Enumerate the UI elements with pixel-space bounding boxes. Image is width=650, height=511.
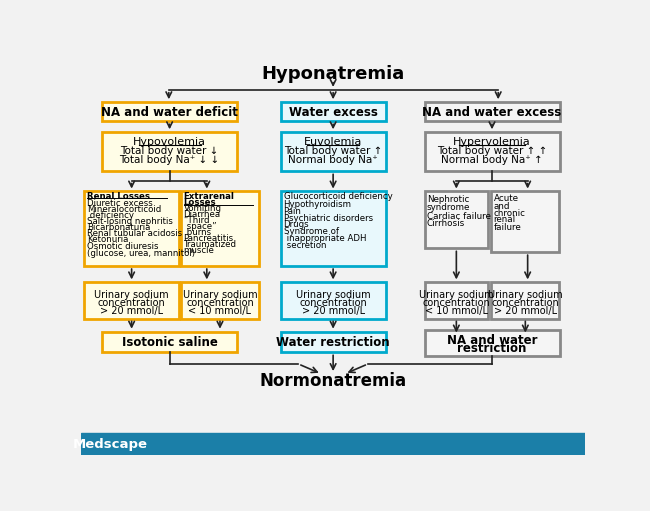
Text: Total body water ↓: Total body water ↓ (120, 147, 219, 156)
Text: Pain: Pain (283, 207, 302, 216)
FancyBboxPatch shape (491, 282, 560, 318)
Text: Total body Na⁺ ↓ ↓: Total body Na⁺ ↓ ↓ (120, 155, 220, 165)
FancyBboxPatch shape (281, 282, 386, 318)
Text: < 10 mmol/L: < 10 mmol/L (425, 306, 488, 316)
Text: Traumatized: Traumatized (183, 240, 237, 249)
Text: Normal body Na⁺ ↑: Normal body Na⁺ ↑ (441, 155, 543, 165)
Text: syndrome: syndrome (427, 203, 471, 212)
Text: Total body water ↑ ↑: Total body water ↑ ↑ (437, 147, 547, 156)
Text: deficiency: deficiency (86, 211, 134, 220)
Text: Renal tubular acidosis: Renal tubular acidosis (86, 229, 182, 238)
Text: Pancreatitis: Pancreatitis (183, 234, 234, 243)
Text: Psychiatric disorders: Psychiatric disorders (283, 214, 372, 223)
Text: concentration: concentration (299, 298, 367, 308)
Text: NA and water: NA and water (447, 334, 538, 346)
Text: concentration: concentration (186, 298, 254, 308)
FancyBboxPatch shape (181, 192, 259, 266)
Text: Glucocorticoid deficiency: Glucocorticoid deficiency (283, 192, 392, 201)
Text: > 20 mmol/L: > 20 mmol/L (302, 306, 365, 316)
Text: Renal Losses: Renal Losses (86, 192, 150, 201)
FancyBboxPatch shape (84, 282, 179, 318)
Text: Medscape: Medscape (73, 437, 148, 451)
Text: NA and water excess: NA and water excess (422, 106, 562, 119)
FancyBboxPatch shape (102, 132, 237, 171)
Text: Euvolemia: Euvolemia (304, 137, 362, 147)
Text: Drugs: Drugs (283, 220, 309, 229)
Text: > 20 mmol/L: > 20 mmol/L (100, 306, 163, 316)
Text: concentration: concentration (98, 298, 166, 308)
Text: Urinary sodium: Urinary sodium (94, 290, 169, 300)
Text: (glucose, urea, mannitol): (glucose, urea, mannitol) (86, 248, 195, 258)
Text: Losses: Losses (183, 198, 216, 207)
Text: Water excess: Water excess (289, 106, 378, 119)
FancyBboxPatch shape (491, 192, 560, 252)
Text: Normal body Na⁺: Normal body Na⁺ (288, 155, 378, 165)
FancyBboxPatch shape (424, 330, 560, 356)
Text: Hyponatremia: Hyponatremia (261, 65, 405, 83)
Text: secretion: secretion (283, 241, 326, 250)
Text: concentration: concentration (491, 298, 559, 308)
Text: inappropriate ADH: inappropriate ADH (283, 234, 366, 243)
Text: Ketonuria: Ketonuria (86, 236, 128, 244)
FancyBboxPatch shape (281, 192, 386, 266)
FancyBboxPatch shape (181, 282, 259, 318)
FancyBboxPatch shape (424, 192, 488, 248)
Text: Water restriction: Water restriction (276, 336, 390, 349)
Text: muscle: muscle (183, 246, 214, 255)
Text: Hypovolemia: Hypovolemia (133, 137, 206, 147)
Text: failure: failure (493, 223, 521, 232)
Text: Bicarbonaturia: Bicarbonaturia (86, 223, 150, 232)
Text: Extrarenal: Extrarenal (183, 192, 235, 201)
Text: and: and (493, 201, 510, 211)
Text: chronic: chronic (493, 208, 526, 218)
Text: Acute: Acute (493, 194, 519, 203)
FancyBboxPatch shape (424, 282, 488, 318)
Bar (81, 433, 585, 455)
Text: Diarrhea: Diarrhea (183, 210, 221, 219)
Text: renal: renal (493, 216, 515, 224)
Text: > 20 mmol/L: > 20 mmol/L (494, 306, 557, 316)
FancyBboxPatch shape (102, 102, 237, 122)
Text: space”: space” (183, 222, 216, 230)
FancyBboxPatch shape (102, 332, 237, 353)
Text: “Third: “Third (183, 216, 210, 225)
Text: Total body water ↑: Total body water ↑ (284, 147, 382, 156)
Text: Vomiting: Vomiting (183, 204, 222, 213)
FancyBboxPatch shape (281, 332, 386, 353)
Text: Hypothyroidism: Hypothyroidism (283, 200, 352, 209)
Text: Cirrhosis: Cirrhosis (427, 219, 465, 228)
Text: Nephrotic: Nephrotic (427, 195, 469, 204)
Text: Osmotic diuresis: Osmotic diuresis (86, 242, 158, 250)
FancyBboxPatch shape (424, 102, 560, 122)
Text: Urinary sodium: Urinary sodium (183, 290, 257, 300)
Text: burns: burns (183, 228, 211, 237)
Text: Syndrome of: Syndrome of (283, 227, 339, 236)
Text: < 10 mmol/L: < 10 mmol/L (188, 306, 252, 316)
Text: Urinary sodium: Urinary sodium (296, 290, 370, 300)
FancyBboxPatch shape (84, 192, 179, 266)
Text: Diuretic excess: Diuretic excess (86, 198, 152, 207)
FancyBboxPatch shape (424, 132, 560, 171)
FancyBboxPatch shape (281, 132, 386, 171)
FancyBboxPatch shape (281, 102, 386, 122)
Text: Isotonic saline: Isotonic saline (122, 336, 218, 349)
Text: Normonatremia: Normonatremia (259, 372, 407, 390)
Text: Hypervolemia: Hypervolemia (453, 137, 531, 147)
Text: concentration: concentration (422, 298, 490, 308)
Text: restriction: restriction (458, 342, 526, 355)
Text: Cardiac failure: Cardiac failure (427, 212, 491, 221)
Text: NA and water deficit: NA and water deficit (101, 106, 238, 119)
Text: Urinary sodium: Urinary sodium (488, 290, 563, 300)
Text: Urinary sodium: Urinary sodium (419, 290, 493, 300)
Text: Mineralocorticoid: Mineralocorticoid (86, 205, 161, 215)
Text: Salt-losing nephritis: Salt-losing nephritis (86, 217, 172, 226)
